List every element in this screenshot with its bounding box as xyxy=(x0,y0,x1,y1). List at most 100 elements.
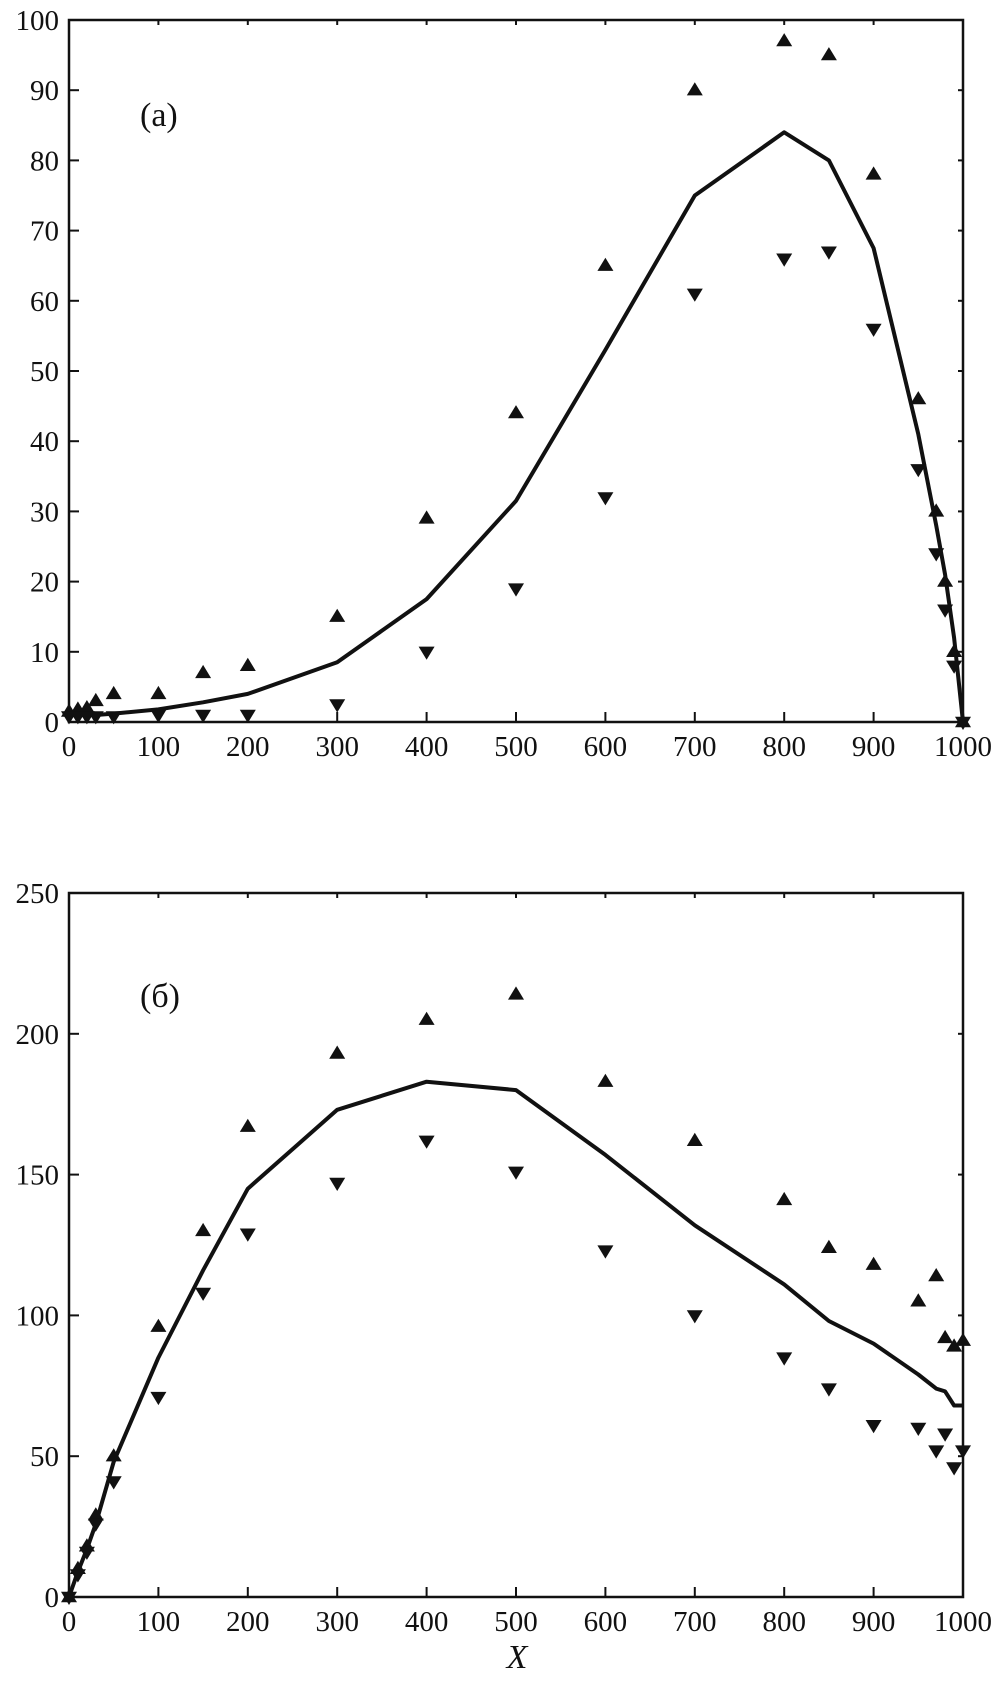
data-point-down xyxy=(597,492,614,506)
data-point-up xyxy=(928,503,945,517)
x-tick-label: 900 xyxy=(852,731,896,763)
panel-b-x-axis-title: X xyxy=(505,1639,529,1676)
x-tick-label: 0 xyxy=(62,1606,77,1638)
data-point-down xyxy=(150,1391,167,1406)
data-point-down xyxy=(820,246,837,260)
x-tick-label: 600 xyxy=(584,731,628,763)
y-tick-label: 100 xyxy=(16,5,60,37)
data-point-down xyxy=(78,1546,95,1560)
data-point-up xyxy=(150,685,167,700)
data-point-up xyxy=(910,391,927,405)
data-point-down xyxy=(195,1287,212,1301)
x-tick-label: 900 xyxy=(852,1606,896,1638)
y-tick-label: 80 xyxy=(30,145,59,177)
data-point-up xyxy=(597,257,614,271)
data-point-down xyxy=(69,1569,86,1583)
x-tick-label: 300 xyxy=(315,731,359,763)
data-point-down xyxy=(776,253,793,267)
data-point-up xyxy=(946,643,963,657)
data-point-down xyxy=(865,323,882,337)
data-point-up xyxy=(78,700,95,714)
y-tick-label: 100 xyxy=(16,1300,60,1332)
data-point-up xyxy=(686,82,703,96)
data-point-down xyxy=(937,604,954,618)
x-tick-label: 800 xyxy=(762,731,806,763)
data-point-up xyxy=(87,1507,104,1521)
data-point-up xyxy=(418,1011,435,1025)
data-point-up xyxy=(508,986,524,1000)
data-point-down xyxy=(928,1445,945,1459)
data-point-up xyxy=(195,664,212,679)
data-point-down xyxy=(776,1352,793,1366)
data-point-up xyxy=(820,47,837,61)
y-tick-label: 250 xyxy=(16,878,60,910)
data-point-down xyxy=(937,1428,954,1442)
panel-a-curve xyxy=(69,130,965,723)
data-point-down xyxy=(946,1462,963,1476)
y-tick-label: 30 xyxy=(30,496,59,528)
panel-b-ticks xyxy=(68,892,964,1598)
data-point-down xyxy=(329,1177,346,1191)
data-point-up xyxy=(150,1318,167,1332)
x-tick-label: 100 xyxy=(137,731,181,763)
data-point-up xyxy=(776,33,793,47)
data-point-down xyxy=(928,548,945,562)
panel-b: (б) 0 100 200 300 400 500 600 700 800 900 1000 0 50 1… xyxy=(16,878,993,1676)
data-point-up xyxy=(239,657,256,671)
data-point-down xyxy=(955,1445,971,1459)
data-point-down xyxy=(910,1422,927,1436)
data-point-up xyxy=(239,1118,256,1132)
panel-b-markers xyxy=(61,986,971,1605)
x-tick-label: 200 xyxy=(226,731,270,763)
y-tick-label: 0 xyxy=(45,1582,60,1614)
data-point-down xyxy=(865,1420,882,1434)
data-point-down xyxy=(686,1310,703,1324)
data-point-up xyxy=(865,1256,882,1270)
y-tick-label: 50 xyxy=(30,356,59,388)
data-point-down xyxy=(150,709,167,723)
data-point-up xyxy=(776,1191,793,1206)
data-point-up xyxy=(329,608,346,622)
data-point-up xyxy=(87,692,104,707)
x-tick-label: 700 xyxy=(673,1606,717,1638)
x-tick-label: 200 xyxy=(226,1606,270,1638)
data-point-up xyxy=(105,685,122,700)
data-point-down xyxy=(239,709,256,723)
data-point-down xyxy=(418,1135,435,1149)
data-point-down xyxy=(105,1476,122,1490)
data-point-down xyxy=(61,1591,77,1605)
x-tick-label: 1000 xyxy=(934,731,992,763)
data-point-up xyxy=(686,1132,703,1146)
x-tick-label: 1000 xyxy=(934,1606,992,1638)
x-tick-label: 800 xyxy=(762,1606,806,1638)
y-tick-label: 0 xyxy=(45,707,60,739)
panel-a-tick-labels: 0 100 200 300 400 500 600 700 800 900 1000 0 10 20 30 4… xyxy=(16,5,993,763)
data-point-down xyxy=(946,660,963,674)
panel-a-label: (a) xyxy=(140,97,178,134)
panel-a-ticks xyxy=(68,19,964,723)
data-point-up xyxy=(928,1268,945,1282)
data-point-up xyxy=(937,1329,954,1344)
data-point-down xyxy=(195,709,212,723)
x-tick-label: 600 xyxy=(584,1606,628,1638)
data-point-down xyxy=(239,1228,256,1242)
y-tick-label: 60 xyxy=(30,286,59,318)
panel-b-tick-labels: 0 100 200 300 400 500 600 700 800 900 1000 0 50 100 15… xyxy=(16,878,993,1638)
data-point-down xyxy=(686,288,703,302)
data-point-up xyxy=(195,1222,212,1237)
data-point-up xyxy=(955,1332,971,1346)
panel-a-frame xyxy=(67,18,965,724)
y-tick-label: 40 xyxy=(30,426,59,458)
x-tick-label: 700 xyxy=(673,731,717,763)
y-tick-label: 70 xyxy=(30,216,59,248)
y-tick-label: 10 xyxy=(30,637,59,669)
x-tick-label: 100 xyxy=(137,1606,181,1638)
data-point-down xyxy=(508,583,524,597)
y-tick-label: 50 xyxy=(30,1441,59,1473)
data-point-down xyxy=(418,646,435,660)
data-point-up xyxy=(597,1073,614,1087)
x-tick-label: 500 xyxy=(494,1606,538,1638)
x-tick-label: 500 xyxy=(494,731,538,763)
data-point-up xyxy=(820,1239,837,1253)
